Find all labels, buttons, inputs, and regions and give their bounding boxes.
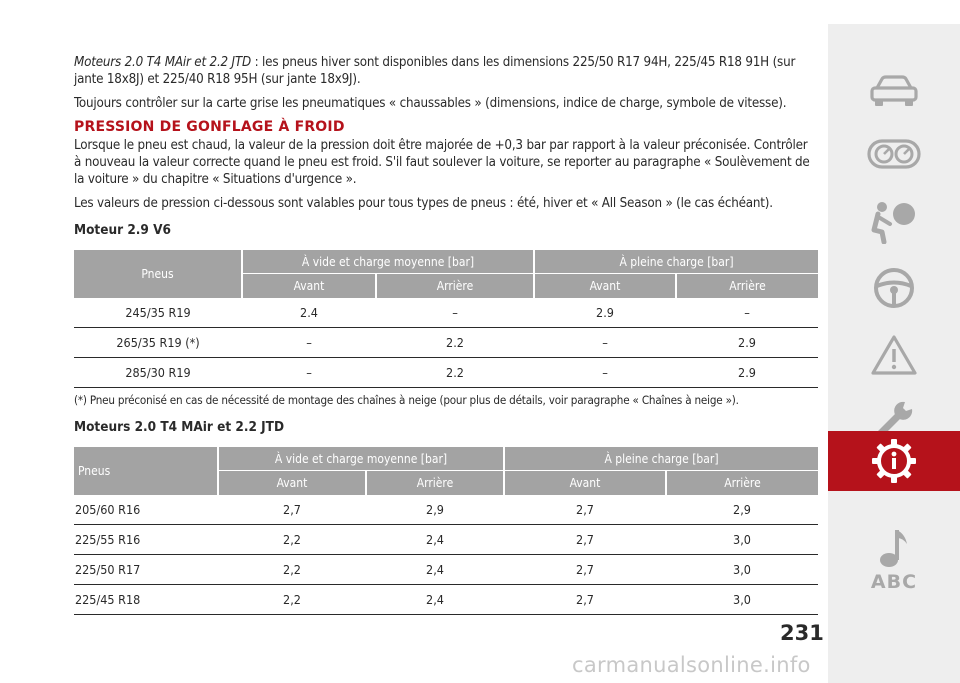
- table2-head-rear: Arrière: [366, 470, 505, 495]
- table-cell: 2,2: [218, 554, 366, 585]
- table1-head-group-full: À pleine charge [bar]: [534, 250, 818, 274]
- table1-head-tyres: Pneus: [74, 250, 243, 298]
- table-row: 265/35 R19 (*) – 2.2 – 2.9: [74, 327, 818, 358]
- table2-head-front-full: Avant: [504, 470, 667, 495]
- page-number: 231: [780, 621, 824, 645]
- technical-data-icon: [872, 439, 916, 483]
- table1-head-rear: Arrière: [376, 273, 535, 298]
- table-row: 285/30 R19 – 2.2 – 2.9: [74, 357, 818, 388]
- intro-lead-italic: Moteurs 2.0 T4 MAir et 2.2 JTD: [74, 55, 251, 70]
- table-cell: –: [242, 327, 376, 358]
- sidebar-item-safety[interactable]: [828, 193, 960, 251]
- table-cell: 2.2: [376, 357, 534, 388]
- table-cell: 2,9: [666, 495, 818, 525]
- table2-head-tyres: Pneus: [74, 447, 219, 495]
- table-row: 205/60 R16 2,7 2,9 2,7 2,9: [74, 495, 818, 525]
- table1-head-front: Avant: [242, 273, 377, 298]
- table-cell: –: [534, 357, 676, 388]
- sidebar-item-index[interactable]: ABC: [828, 553, 960, 611]
- table-cell: –: [534, 327, 676, 358]
- chapter-sidebar: ABC: [828, 24, 960, 683]
- table-cell: 3,0: [666, 524, 818, 555]
- car-icon: [870, 75, 918, 106]
- table1-footnote: (*) Pneu préconisé en cas de nécessité d…: [74, 393, 739, 407]
- watermark: carmanualsonline.info: [572, 653, 811, 677]
- table-cell: 2.2: [376, 327, 534, 358]
- table-cell: 205/60 R16: [74, 495, 218, 525]
- table-cell: 225/50 R17: [74, 554, 218, 585]
- table2-head-front: Avant: [218, 470, 367, 495]
- section-paragraph-1: Lorsque le pneu est chaud, la valeur de …: [74, 138, 810, 187]
- sidebar-item-car[interactable]: [828, 62, 960, 120]
- table1-head-front-full: Avant: [534, 273, 677, 298]
- table1-title: Moteur 2.9 V6: [74, 222, 171, 238]
- table-cell: 2,4: [366, 554, 504, 585]
- pressure-table-t4-jtd: Pneus À vide et charge moyenne [bar] À p…: [74, 447, 818, 615]
- airbag-icon: [871, 202, 915, 244]
- sidebar-item-multimedia[interactable]: [828, 519, 960, 577]
- table-cell: 2.9: [676, 357, 818, 388]
- table-row: 225/55 R16 2,2 2,4 2,7 3,0: [74, 524, 818, 555]
- section-title: PRESSION DE GONFLAGE À FROID: [74, 119, 345, 135]
- intro-lead-text: : les pneus hiver sont disponibles dans …: [74, 55, 796, 87]
- table2-head-group-normal: À vide et charge moyenne [bar]: [218, 447, 505, 471]
- table2-head-rear-full: Arrière: [666, 470, 818, 495]
- sidebar-item-driving[interactable]: [828, 259, 960, 317]
- table-cell: 2.4: [242, 298, 376, 328]
- sidebar-item-dashboard[interactable]: [828, 125, 960, 183]
- table-cell: 3,0: [666, 554, 818, 585]
- dashboard-icon: [867, 139, 921, 169]
- table-cell: –: [242, 357, 376, 388]
- table-cell: 245/35 R19: [74, 298, 242, 328]
- table-cell: 2,2: [218, 524, 366, 555]
- table-cell: –: [676, 298, 818, 328]
- steering-wheel-icon: [874, 268, 914, 308]
- alphabetical-index-label: ABC: [870, 571, 918, 593]
- table1-head-rear-full: Arrière: [676, 273, 818, 298]
- table-cell: 3,0: [666, 584, 818, 615]
- table-cell: 2,4: [366, 524, 504, 555]
- table-cell: 2.9: [534, 298, 676, 328]
- table-cell: 2,9: [366, 495, 504, 525]
- pressure-table-v6: Pneus À vide et charge moyenne [bar] À p…: [74, 250, 818, 388]
- table-cell: 2,7: [504, 554, 666, 585]
- table-cell: 225/45 R18: [74, 584, 218, 615]
- table-row: 245/35 R19 2.4 – 2.9 –: [74, 298, 818, 328]
- section-paragraph-2: Les valeurs de pression ci-dessous sont …: [74, 196, 773, 211]
- table-row: 225/45 R18 2,2 2,4 2,7 3,0: [74, 584, 818, 615]
- table-cell: 2,4: [366, 584, 504, 615]
- warning-triangle-icon: [871, 335, 917, 375]
- intro-paragraph: Moteurs 2.0 T4 MAir et 2.2 JTD : les pne…: [74, 54, 818, 88]
- sidebar-item-emergency[interactable]: [828, 326, 960, 384]
- table-cell: 225/55 R16: [74, 524, 218, 555]
- intro-paragraph-2: Toujours contrôler sur la carte grise le…: [74, 96, 787, 111]
- table1-head-group-normal: À vide et charge moyenne [bar]: [242, 250, 535, 274]
- table2-title: Moteurs 2.0 T4 MAir et 2.2 JTD: [74, 419, 285, 435]
- table-cell: 285/30 R19: [74, 357, 242, 388]
- table-cell: 2,7: [504, 584, 666, 615]
- page-content: Moteurs 2.0 T4 MAir et 2.2 JTD : les pne…: [74, 54, 818, 615]
- table-cell: 2,2: [218, 584, 366, 615]
- table-cell: 2.9: [676, 327, 818, 358]
- table-cell: –: [376, 298, 534, 328]
- table-row: 225/50 R17 2,2 2,4 2,7 3,0: [74, 554, 818, 585]
- table-cell: 2,7: [218, 495, 366, 525]
- music-note-icon: [880, 530, 907, 567]
- table-cell: 2,7: [504, 524, 666, 555]
- table-cell: 265/35 R19 (*): [74, 327, 242, 358]
- table-cell: 2,7: [504, 495, 666, 525]
- table2-head-group-full: À pleine charge [bar]: [504, 447, 818, 471]
- sidebar-item-technical-data[interactable]: [828, 431, 960, 491]
